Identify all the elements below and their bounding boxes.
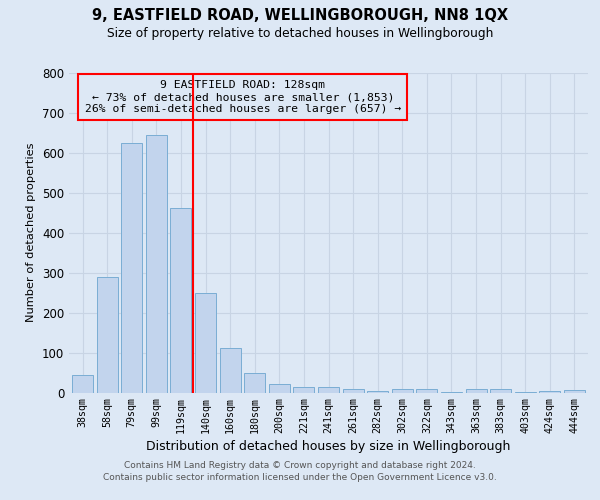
Text: Size of property relative to detached houses in Wellingborough: Size of property relative to detached ho… bbox=[107, 28, 493, 40]
Bar bbox=[416, 390, 437, 392]
Bar bbox=[170, 208, 191, 392]
Bar bbox=[146, 134, 167, 392]
Bar bbox=[97, 276, 118, 392]
X-axis label: Distribution of detached houses by size in Wellingborough: Distribution of detached houses by size … bbox=[146, 440, 511, 454]
Bar bbox=[466, 390, 487, 392]
Bar bbox=[195, 294, 216, 392]
Text: Contains HM Land Registry data © Crown copyright and database right 2024.
Contai: Contains HM Land Registry data © Crown c… bbox=[103, 461, 497, 482]
Bar bbox=[220, 348, 241, 393]
Bar bbox=[72, 374, 93, 392]
Bar bbox=[121, 142, 142, 392]
Text: 9, EASTFIELD ROAD, WELLINGBOROUGH, NN8 1QX: 9, EASTFIELD ROAD, WELLINGBOROUGH, NN8 1… bbox=[92, 8, 508, 22]
Bar bbox=[269, 384, 290, 392]
Bar bbox=[293, 386, 314, 392]
Text: 9 EASTFIELD ROAD: 128sqm
← 73% of detached houses are smaller (1,853)
26% of sem: 9 EASTFIELD ROAD: 128sqm ← 73% of detach… bbox=[85, 80, 401, 114]
Bar bbox=[318, 386, 339, 392]
Bar bbox=[490, 390, 511, 392]
Bar bbox=[564, 390, 585, 392]
Bar bbox=[244, 374, 265, 392]
Bar bbox=[392, 390, 413, 392]
Bar bbox=[343, 388, 364, 392]
Y-axis label: Number of detached properties: Number of detached properties bbox=[26, 143, 37, 322]
